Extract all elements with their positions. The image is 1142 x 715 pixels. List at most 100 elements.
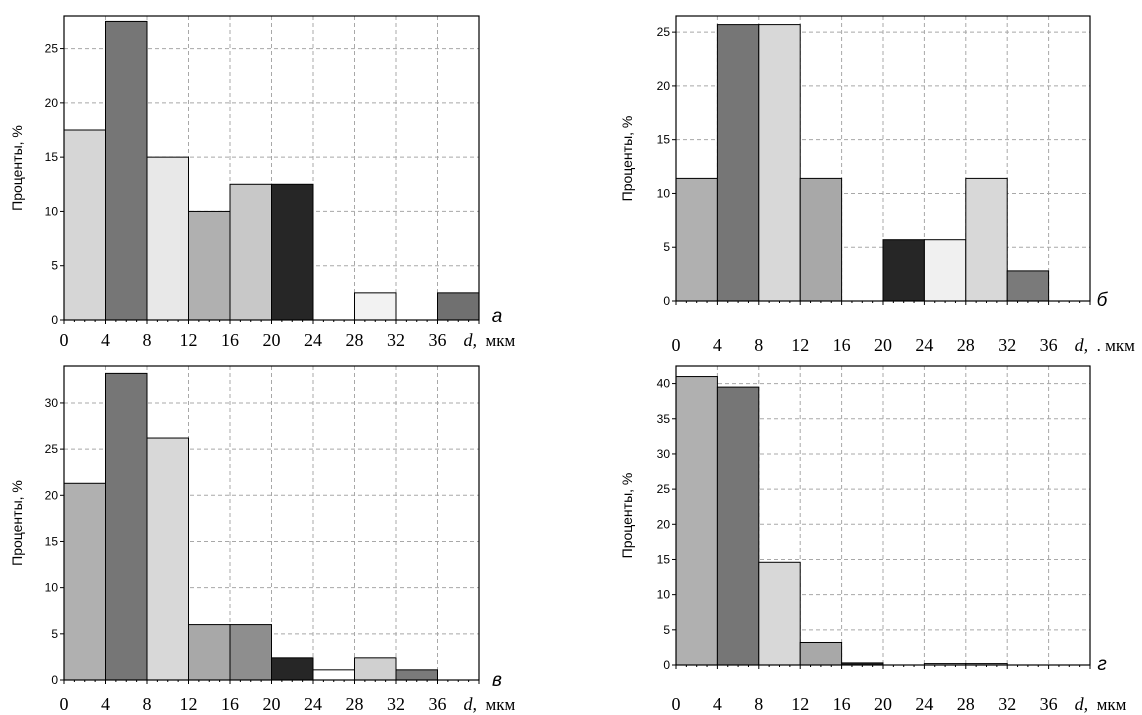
- x-tick-label: 4: [713, 335, 722, 355]
- x-axis-unit: мкм: [486, 695, 516, 714]
- x-tick-label: 12: [791, 335, 809, 355]
- x-tick-label: 8: [143, 694, 152, 714]
- histogram-bar-12-16: [799, 641, 843, 666]
- histogram-bar-28-32: [965, 177, 1008, 302]
- x-tick-label: 20: [874, 694, 892, 714]
- y-tick-label: 20: [657, 79, 671, 93]
- y-tick-label: 40: [657, 377, 671, 391]
- histogram-bar-4-8: [105, 20, 148, 321]
- x-tick-label: 0: [672, 335, 681, 355]
- histogram-bar-16-20: [229, 183, 272, 321]
- x-tick-label: 28: [957, 335, 975, 355]
- histogram-bar-24-28: [923, 239, 967, 302]
- histogram-bar-4-8: [716, 386, 760, 666]
- x-tick-label: 32: [387, 330, 405, 350]
- x-tick-label: 32: [998, 335, 1016, 355]
- x-tick-label: 20: [263, 694, 281, 714]
- histogram-bar-8-12: [758, 24, 801, 302]
- y-tick-label: 15: [45, 150, 59, 164]
- y-tick-label: 5: [663, 240, 670, 254]
- histogram-bar-8-12: [758, 561, 801, 666]
- histogram-bar-12-16: [799, 177, 843, 302]
- x-tick-label: 4: [101, 330, 110, 350]
- y-tick-label: 25: [45, 42, 59, 56]
- histogram-bar-32-36: [1006, 270, 1050, 302]
- panel-label: г: [1097, 654, 1106, 675]
- histogram-bar-20-24: [882, 239, 925, 302]
- histogram-bar-4-8: [105, 372, 148, 681]
- x-tick-label: 0: [60, 330, 69, 350]
- y-tick-label: 30: [45, 396, 59, 410]
- panel-label: в: [492, 670, 502, 691]
- y-tick-label: 0: [663, 658, 670, 672]
- y-tick-label: 0: [51, 673, 58, 687]
- y-axis-label: Проценты, %: [619, 473, 635, 559]
- y-axis-label: Проценты, %: [619, 116, 635, 202]
- histogram-panel-a: 0 5 10 15 20 25 Проценты, % 0 4 8 12 16 20 24 28 32 36 d,…: [9, 15, 516, 350]
- x-tick-label: 4: [713, 694, 722, 714]
- x-tick-label: 8: [143, 330, 152, 350]
- histogram-bar-0-4: [63, 129, 106, 321]
- y-tick-label: 10: [657, 186, 671, 200]
- x-tick-label: 12: [180, 330, 198, 350]
- y-tick-label: 35: [657, 412, 671, 426]
- x-tick-label: 28: [346, 694, 364, 714]
- x-tick-label: 32: [998, 694, 1016, 714]
- x-tick-label: 8: [754, 335, 763, 355]
- x-tick-label: 36: [1040, 335, 1058, 355]
- x-axis-unit: . мкм: [1097, 336, 1136, 355]
- x-tick-label: 28: [957, 694, 975, 714]
- x-tick-label: 32: [387, 694, 405, 714]
- x-tick-label: 24: [304, 694, 322, 714]
- histogram-bar-12-16: [188, 210, 231, 321]
- x-tick-label: 24: [915, 694, 933, 714]
- histogram-bar-4-8: [716, 24, 760, 302]
- histogram-bar-24-28: [312, 669, 355, 681]
- panel-label: б: [1097, 290, 1109, 311]
- x-tick-label: 12: [180, 694, 198, 714]
- x-axis-variable: d,: [1075, 694, 1089, 714]
- y-tick-label: 15: [45, 534, 59, 548]
- x-tick-label: 8: [754, 694, 763, 714]
- x-tick-label: 24: [304, 330, 322, 350]
- histogram-bar-28-32: [354, 657, 397, 681]
- x-tick-label: 16: [833, 335, 851, 355]
- x-tick-label: 20: [874, 335, 892, 355]
- histogram-bar-20-24: [271, 657, 314, 681]
- x-tick-label: 36: [1040, 694, 1058, 714]
- y-tick-label: 30: [657, 447, 671, 461]
- x-tick-label: 36: [429, 694, 447, 714]
- histogram-panel-b: 0 5 10 15 20 25 Проценты, % 0 4 8 12 16 20 24 28 32 36 d,…: [619, 15, 1136, 355]
- x-tick-label: 16: [833, 694, 851, 714]
- x-tick-label: 12: [791, 694, 809, 714]
- x-tick-label: 0: [60, 694, 69, 714]
- x-axis-unit: мкм: [1097, 695, 1127, 714]
- y-tick-label: 5: [51, 259, 58, 273]
- panel-label: а: [492, 306, 503, 327]
- histogram-panel-g: 0 5 10 15 20 25 30 35 40 Проценты, % 0 4 8 12 16 20 24 28…: [619, 365, 1127, 714]
- histogram-bar-28-32: [354, 292, 397, 321]
- x-axis-variable: d,: [464, 330, 478, 350]
- y-axis-label: Проценты, %: [9, 125, 25, 211]
- histogram-bar-36-40: [437, 292, 480, 321]
- histogram-panel-v: 0 5 10 15 20 25 30 Проценты, % 0 4 8 12 16 20 24 28 32 36…: [9, 365, 516, 714]
- y-axis-label: Проценты, %: [9, 480, 25, 566]
- x-tick-label: 0: [672, 694, 681, 714]
- y-tick-label: 25: [45, 442, 59, 456]
- histogram-bar-0-4: [675, 177, 718, 302]
- y-tick-label: 0: [663, 294, 670, 308]
- y-tick-label: 10: [45, 204, 59, 218]
- y-tick-label: 10: [657, 588, 671, 602]
- y-tick-label: 20: [657, 517, 671, 531]
- x-tick-label: 16: [221, 330, 239, 350]
- y-tick-label: 15: [657, 133, 671, 147]
- histogram-bar-0-4: [675, 376, 718, 666]
- y-tick-label: 0: [51, 313, 58, 327]
- x-axis-variable: d,: [1075, 335, 1089, 355]
- x-tick-label: 24: [915, 335, 933, 355]
- histogram-bar-8-12: [146, 156, 189, 321]
- y-tick-label: 10: [45, 581, 59, 595]
- x-axis-unit: мкм: [486, 331, 516, 350]
- y-tick-label: 20: [45, 488, 59, 502]
